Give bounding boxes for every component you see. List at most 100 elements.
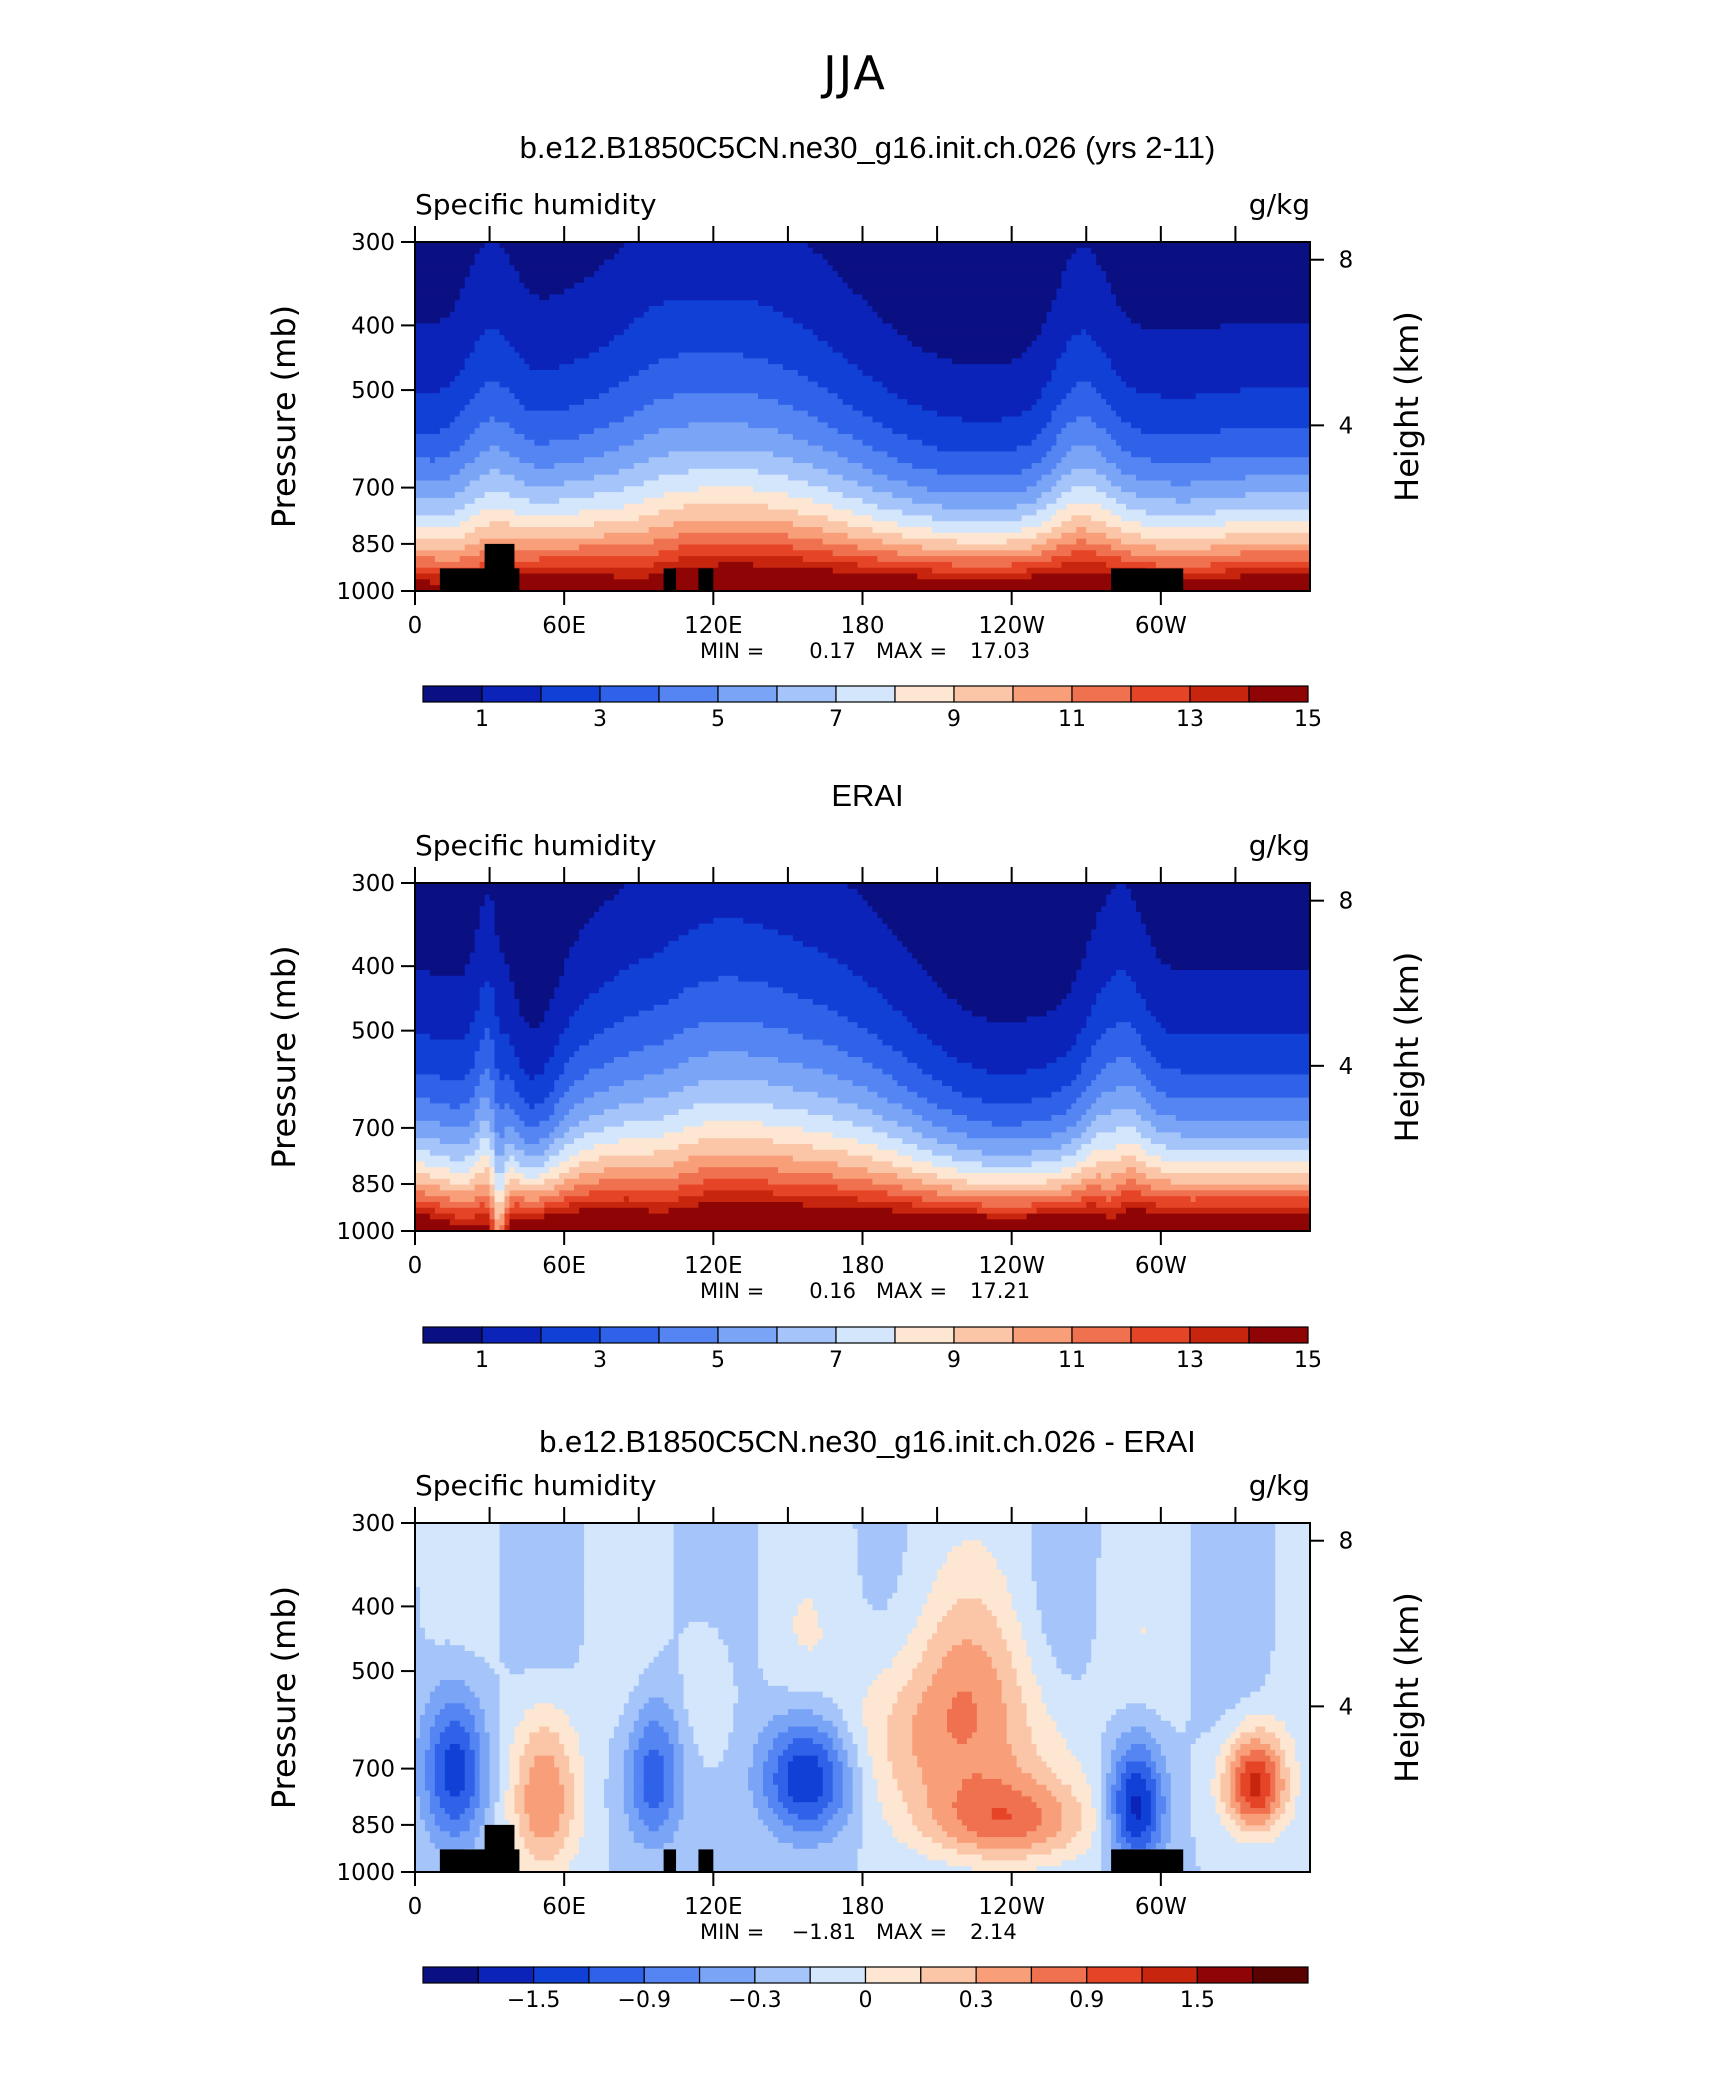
contour-cell <box>1071 253 1097 261</box>
contour-cell <box>1300 1784 1310 1792</box>
contour-cell <box>564 1744 580 1751</box>
contour-cell <box>802 1033 879 1041</box>
contour-cell <box>947 1726 978 1733</box>
contour-cell <box>529 1773 560 1780</box>
contour-cell <box>758 1650 898 1658</box>
contour-cell <box>942 1616 998 1623</box>
contour-cell <box>1160 1167 1310 1174</box>
contour-cell <box>1071 1749 1102 1757</box>
contour-cell <box>872 1155 913 1162</box>
contour-cell <box>514 1848 530 1856</box>
contour-cell <box>1111 888 1132 896</box>
contour-cell <box>1061 1825 1082 1832</box>
contour-cell <box>539 1138 555 1145</box>
contour-cell <box>494 1080 516 1087</box>
contour-cell <box>882 993 948 1000</box>
contour-cell <box>1056 288 1112 295</box>
contour-cell <box>484 1808 496 1815</box>
contour-cell <box>1190 1778 1212 1786</box>
contour-cell <box>718 975 739 983</box>
contour-cell <box>415 1778 426 1786</box>
contour-cell <box>787 492 844 499</box>
contour-cell <box>464 364 530 371</box>
contour-cell <box>489 1738 501 1745</box>
contour-cell <box>1011 1662 1033 1670</box>
contour-cell <box>484 329 501 336</box>
colorbar-label: 0.9 <box>1069 1988 1104 2013</box>
contour-cell <box>415 1837 431 1844</box>
contour-cell <box>1096 917 1142 925</box>
contour-cell <box>514 1808 525 1815</box>
contour-cell <box>1106 428 1142 435</box>
contour-cell <box>996 1616 1018 1623</box>
contour-cell <box>1131 1842 1147 1850</box>
contour-cell <box>852 970 928 977</box>
contour-cell <box>469 1802 481 1809</box>
contour-cell <box>1016 1616 1043 1623</box>
max-value: 17.21 <box>970 1279 1030 1303</box>
contour-cell <box>415 503 466 511</box>
contour-cell <box>608 1848 859 1856</box>
y-tick-label: 500 <box>351 1019 395 1045</box>
contour-cell <box>1145 1703 1192 1710</box>
contour-cell <box>415 1831 431 1838</box>
contour-cell <box>768 981 869 988</box>
contour-cell <box>1051 1714 1112 1722</box>
contour-cell <box>439 1796 471 1803</box>
contour-cell <box>1036 1866 1102 1872</box>
contour-cell <box>1290 1819 1310 1827</box>
contour-cell <box>663 1755 675 1763</box>
contour-cell <box>584 1790 605 1797</box>
contour-cell <box>942 1662 993 1670</box>
contour-cell <box>504 1790 516 1797</box>
contour-cell <box>464 1680 501 1687</box>
contour-cell <box>439 387 481 394</box>
contour-cell <box>758 1581 864 1588</box>
contour-cell <box>415 999 481 1006</box>
contour-cell <box>474 1767 481 1774</box>
contour-cell <box>1046 1633 1097 1640</box>
contour-cell <box>415 929 476 936</box>
contour-cell <box>1170 1784 1192 1792</box>
contour-cell <box>673 1546 759 1553</box>
contour-cell <box>469 1138 481 1145</box>
contour-cell <box>827 486 874 493</box>
contour-cell <box>628 323 804 330</box>
contour-cell <box>1051 1645 1092 1652</box>
contour-cell <box>1026 1068 1082 1075</box>
contour-cell <box>1021 1697 1043 1704</box>
contour-cell <box>1116 300 1310 307</box>
contour-cell <box>1190 1592 1276 1600</box>
contour-cell <box>857 480 908 487</box>
contour-cell <box>1081 958 1162 965</box>
contour-cell <box>1096 1604 1192 1611</box>
contour-cell <box>1086 1668 1192 1675</box>
contour-cell <box>922 346 1028 354</box>
contour-cell <box>1175 1726 1187 1733</box>
contour-cell <box>479 422 511 429</box>
contour-cell <box>792 317 883 325</box>
contour-cell <box>1101 1796 1107 1803</box>
contour-cell <box>643 1761 665 1768</box>
contour-cell <box>415 474 451 482</box>
contour-cell <box>519 1860 570 1867</box>
contour-cell <box>554 993 590 1000</box>
contour-cell <box>837 1808 854 1815</box>
topography-block <box>484 1824 515 1872</box>
contour-cell <box>1071 335 1092 342</box>
contour-cell <box>1101 1744 1117 1751</box>
contour-cell <box>584 1569 675 1576</box>
contour-cell <box>1101 265 1310 272</box>
contour-cell <box>1275 1616 1310 1623</box>
contour-cell <box>1051 1767 1082 1774</box>
contour-cell <box>514 474 595 482</box>
contour-cell <box>842 1767 854 1774</box>
contour-cell <box>777 1732 829 1739</box>
contour-cell <box>981 1854 1028 1861</box>
contour-cell <box>444 1778 466 1786</box>
contour-cell <box>1185 1720 1217 1728</box>
contour-cell <box>439 428 476 435</box>
contour-cell <box>1061 457 1107 464</box>
contour-cell <box>499 1028 565 1035</box>
contour-cell <box>1061 474 1107 482</box>
